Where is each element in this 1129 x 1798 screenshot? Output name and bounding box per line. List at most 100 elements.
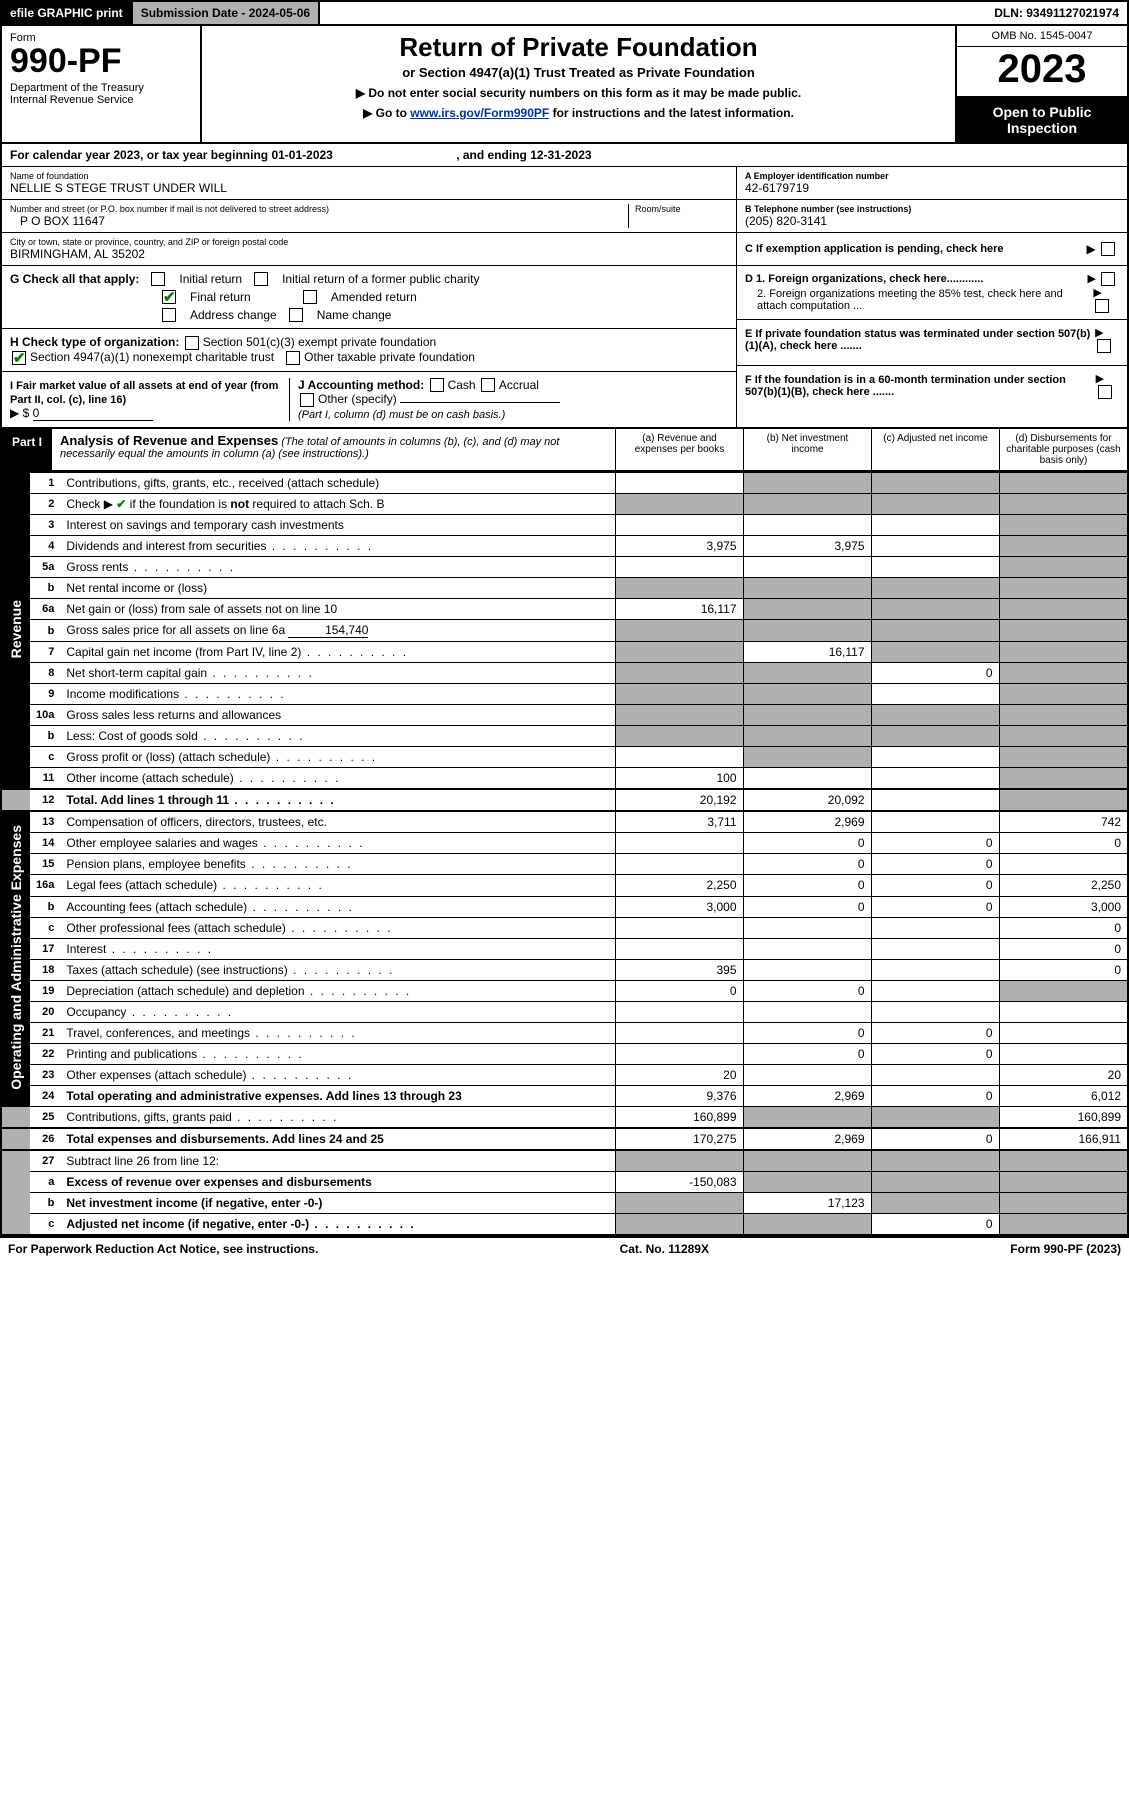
r5b-d: Net rental income or (loss)	[60, 578, 615, 599]
i-arrow: ▶ $	[10, 406, 29, 420]
r24-c: 0	[871, 1085, 999, 1106]
d1a: D 1. Foreign organizations, check here..…	[745, 273, 983, 285]
r3-d: Interest on savings and temporary cash i…	[60, 515, 615, 536]
r14-d: Other employee salaries and wages	[60, 833, 615, 854]
r27-d: Subtract line 26 from line 12:	[60, 1150, 615, 1172]
j-lbl: J Accounting method:	[298, 378, 424, 392]
chk-501c3[interactable]	[185, 336, 199, 350]
ein-lbl: A Employer identification number	[745, 171, 1119, 181]
r4-a: 3,975	[615, 536, 743, 557]
other-lbl: Other (specify)	[318, 392, 397, 406]
hdr-right: OMB No. 1545-0047 2023 Open to Public In…	[957, 26, 1127, 142]
g-lbl: G Check all that apply:	[10, 272, 139, 286]
idrow-name: Name of foundation NELLIE S STEGE TRUST …	[2, 167, 1127, 200]
final-lbl: Final return	[190, 290, 251, 304]
table-row: bNet investment income (if negative, ent…	[2, 1193, 1127, 1214]
chk-addrchg[interactable]	[162, 308, 176, 322]
r27a-d: Excess of revenue over expenses and disb…	[60, 1172, 615, 1193]
f-a: F If the foundation is in a 60-month ter…	[745, 374, 1096, 398]
foot-l: For Paperwork Reduction Act Notice, see …	[8, 1242, 318, 1256]
side-revenue: Revenue	[8, 590, 24, 668]
r7-b: 16,117	[743, 642, 871, 663]
chk-d2[interactable]	[1095, 299, 1109, 313]
instr2c: for instructions and the latest informat…	[549, 106, 794, 120]
table-row: cAdjusted net income (if negative, enter…	[2, 1214, 1127, 1235]
chk-accrual[interactable]	[481, 378, 495, 392]
r13-b: 2,969	[743, 811, 871, 833]
subtitle: or Section 4947(a)(1) Trust Treated as P…	[210, 65, 947, 80]
h-a: Section 501(c)(3) exempt private foundat…	[203, 335, 436, 349]
r27c-c: 0	[871, 1214, 999, 1235]
table-row: 16aLegal fees (attach schedule)2,250002,…	[2, 875, 1127, 896]
calendar-year-row: For calendar year 2023, or tax year begi…	[2, 144, 1127, 167]
r25-d: Contributions, gifts, grants paid	[60, 1107, 615, 1129]
addr: P O BOX 11647	[10, 214, 628, 228]
r24-b: 2,969	[743, 1085, 871, 1106]
chk-e[interactable]	[1097, 339, 1111, 353]
chk-d1[interactable]	[1101, 272, 1115, 286]
r21-d: Travel, conferences, and meetings	[60, 1022, 615, 1043]
r25-a: 160,899	[615, 1107, 743, 1129]
addrchg-lbl: Address change	[190, 308, 277, 322]
r5a-d: Gross rents	[60, 557, 615, 578]
footer: For Paperwork Reduction Act Notice, see …	[0, 1236, 1129, 1260]
colh-a: (a) Revenue and expenses per books	[615, 429, 743, 470]
r26-dd: 166,911	[999, 1128, 1127, 1150]
hdr-mid: Return of Private Foundation or Section …	[202, 26, 957, 142]
efile-label[interactable]: efile GRAPHIC print	[2, 2, 133, 24]
revenue-table: Revenue 1Contributions, gifts, grants, e…	[2, 472, 1127, 1234]
chk-final[interactable]	[162, 290, 176, 304]
chk-initial-former[interactable]	[254, 272, 268, 286]
dln-lbl: DLN:	[994, 6, 1026, 20]
chk-namechg[interactable]	[289, 308, 303, 322]
caly-a: For calendar year 2023, or tax year begi…	[10, 148, 271, 162]
caly-d: 12-31-2023	[530, 148, 591, 162]
r16b-c: 0	[871, 896, 999, 917]
table-row: 19Depreciation (attach schedule) and dep…	[2, 980, 1127, 1001]
r15-c: 0	[871, 854, 999, 875]
r15-b: 0	[743, 854, 871, 875]
r23-d: Other expenses (attach schedule)	[60, 1064, 615, 1085]
foot-r: Form 990-PF (2023)	[1010, 1242, 1121, 1256]
chk-initial[interactable]	[151, 272, 165, 286]
tel: (205) 820-3141	[745, 214, 1119, 228]
dept1: Department of the Treasury	[10, 82, 192, 94]
h-lbl: H Check type of organization:	[10, 335, 179, 349]
table-row: 10aGross sales less returns and allowanc…	[2, 705, 1127, 726]
r18-dd: 0	[999, 959, 1127, 980]
r6a-a: 16,117	[615, 599, 743, 620]
chk-f[interactable]	[1098, 385, 1112, 399]
colh-d: (d) Disbursements for charitable purpose…	[999, 429, 1127, 470]
c-checkbox[interactable]	[1101, 242, 1115, 256]
c-arrow: ▶	[1086, 242, 1119, 257]
r17-d: Interest	[60, 938, 615, 959]
r10b-d: Less: Cost of goods sold	[60, 726, 615, 747]
table-row: 3Interest on savings and temporary cash …	[2, 515, 1127, 536]
r21-c: 0	[871, 1022, 999, 1043]
chk-other-tax[interactable]	[286, 351, 300, 365]
e-a: E If private foundation status was termi…	[745, 328, 1095, 352]
chk-other-acct[interactable]	[300, 393, 314, 407]
spacer	[320, 2, 986, 24]
dln: DLN: 93491127021974	[986, 2, 1127, 24]
part1-title: Analysis of Revenue and Expenses (The to…	[52, 429, 615, 470]
r26-c: 0	[871, 1128, 999, 1150]
chk-amended[interactable]	[303, 290, 317, 304]
table-row: 9Income modifications	[2, 684, 1127, 705]
city: BIRMINGHAM, AL 35202	[10, 247, 728, 261]
table-row: 22Printing and publications00	[2, 1043, 1127, 1064]
table-row: 21Travel, conferences, and meetings00	[2, 1022, 1127, 1043]
table-row: 2Check ▶ ✔ if the foundation is not requ…	[2, 494, 1127, 515]
r23-a: 20	[615, 1064, 743, 1085]
r16b-dd: 3,000	[999, 896, 1127, 917]
instr-link[interactable]: www.irs.gov/Form990PF	[410, 106, 549, 120]
form-990pf: efile GRAPHIC print Submission Date - 20…	[0, 0, 1129, 1236]
r24-d: Total operating and administrative expen…	[60, 1085, 615, 1106]
table-row: 20Occupancy	[2, 1001, 1127, 1022]
chk-cash[interactable]	[430, 378, 444, 392]
subdate-val: 2024-05-06	[249, 6, 310, 20]
chk-4947[interactable]	[12, 351, 26, 365]
table-row: 24Total operating and administrative exp…	[2, 1085, 1127, 1106]
instr2a: ▶ Go to	[363, 106, 410, 120]
r13-a: 3,711	[615, 811, 743, 833]
